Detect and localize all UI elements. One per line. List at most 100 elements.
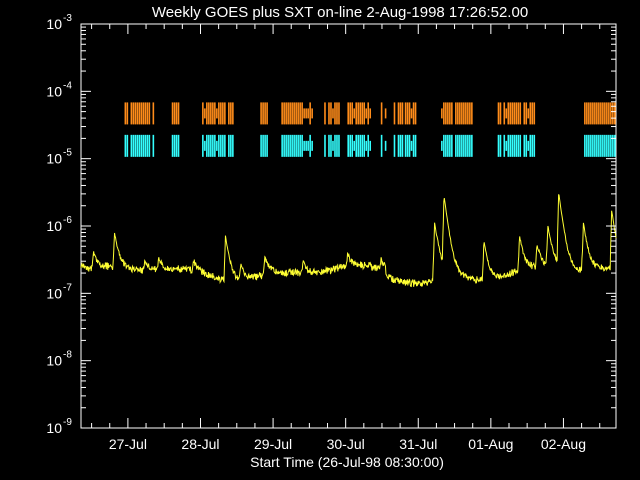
sxt-full-frame-mark [531, 102, 534, 125]
sxt-full-frame-series [124, 102, 616, 125]
sxt-full-frame-mark [447, 102, 449, 125]
sxt-full-frame-mark [311, 108, 313, 119]
sxt-full-frame-mark [517, 102, 520, 125]
sxt-partial-frame-interval [441, 134, 473, 157]
x-tick-label: 30-Jul [327, 436, 365, 452]
y-tick-exponent: -8 [63, 350, 72, 361]
sxt-partial-frame-mark [171, 134, 174, 157]
y-tick-label: 10 [46, 218, 62, 234]
sxt-partial-frame-mark [612, 134, 614, 157]
sxt-partial-frame-mark [232, 134, 234, 157]
sxt-partial-frame-mark [515, 134, 518, 157]
sxt-partial-frame-mark [369, 140, 372, 151]
x-axis-label: Start Time (26-Jul-98 08:30:00) [250, 454, 444, 470]
sxt-partial-frame-mark [586, 134, 588, 157]
sxt-full-frame-mark [204, 108, 206, 119]
sxt-full-frame-mark [260, 102, 262, 125]
sxt-full-frame-mark [604, 102, 606, 125]
sxt-full-frame-interval [584, 102, 616, 125]
x-tick-label: 28-Jul [181, 436, 219, 452]
sxt-partial-frame-mark [507, 134, 510, 157]
sxt-partial-frame-mark [332, 140, 334, 151]
sxt-partial-frame-interval [584, 134, 616, 157]
sxt-full-frame-mark [610, 102, 612, 125]
sxt-full-frame-mark [232, 102, 234, 125]
sxt-full-frame-mark [220, 102, 222, 125]
sxt-full-frame-mark [338, 102, 340, 125]
x-tick-label: 27-Jul [109, 436, 147, 452]
sxt-full-frame-mark [146, 102, 149, 125]
sxt-partial-frame-mark [338, 134, 340, 157]
sxt-partial-frame-mark [220, 134, 222, 157]
sxt-full-frame-mark [414, 102, 417, 125]
sxt-full-frame-mark [614, 102, 616, 125]
sxt-partial-frame-mark [218, 134, 220, 157]
sxt-full-frame-mark [152, 102, 155, 125]
sxt-full-frame-mark [291, 102, 293, 125]
sxt-full-frame-mark [459, 102, 461, 125]
sxt-partial-frame-mark [177, 134, 180, 157]
sxt-full-frame-interval [260, 102, 268, 125]
sxt-full-frame-mark [384, 108, 387, 119]
sxt-full-frame-mark [363, 102, 366, 125]
sxt-full-frame-interval [503, 102, 536, 125]
sxt-full-frame-mark [132, 102, 135, 125]
sxt-partial-frame-mark [509, 134, 512, 157]
sxt-full-frame-mark [465, 102, 467, 125]
sxt-full-frame-interval [347, 102, 372, 125]
sxt-partial-frame-mark [610, 134, 612, 157]
sxt-full-frame-mark [525, 102, 528, 125]
sxt-full-frame-mark [299, 102, 301, 125]
sxt-partial-frame-mark [399, 134, 402, 157]
sxt-partial-frame-interval [393, 134, 404, 157]
sxt-partial-frame-mark [465, 134, 467, 157]
sxt-partial-frame-mark [210, 134, 212, 157]
sxt-partial-frame-mark [138, 134, 141, 157]
y-tick-exponent: -5 [63, 148, 72, 159]
sxt-full-frame-mark [142, 102, 145, 125]
sxt-partial-frame-interval [260, 134, 268, 157]
sxt-partial-frame-mark [224, 134, 226, 157]
sxt-full-frame-mark [349, 102, 352, 125]
sxt-full-frame-mark [523, 102, 526, 125]
sxt-partial-frame-mark [384, 140, 387, 151]
sxt-partial-frame-mark [349, 134, 352, 157]
sxt-partial-frame-mark [604, 134, 606, 157]
sxt-full-frame-mark [397, 102, 400, 125]
sxt-full-frame-mark [144, 102, 147, 125]
sxt-full-frame-mark [336, 102, 338, 125]
sxt-partial-frame-mark [469, 134, 471, 157]
sxt-partial-frame-interval [347, 134, 372, 157]
sxt-full-frame-mark [499, 102, 502, 125]
sxt-full-frame-mark [262, 102, 264, 125]
x-tick-label: 29-Jul [254, 436, 292, 452]
sxt-full-frame-mark [455, 102, 457, 125]
sxt-full-frame-mark [594, 102, 596, 125]
sxt-full-frame-interval [324, 102, 340, 125]
sxt-full-frame-mark [177, 102, 180, 125]
sxt-partial-frame-mark [216, 140, 218, 151]
sxt-full-frame-mark [285, 102, 287, 125]
sxt-full-frame-mark [206, 102, 208, 125]
sxt-partial-frame-mark [393, 134, 396, 157]
sxt-partial-frame-mark [363, 134, 366, 157]
sxt-partial-frame-mark [202, 134, 204, 157]
sxt-full-frame-mark [598, 102, 600, 125]
sxt-partial-frame-mark [397, 134, 400, 157]
sxt-full-frame-mark [353, 108, 356, 119]
sxt-partial-frame-mark [142, 134, 145, 157]
sxt-full-frame-mark [612, 102, 614, 125]
sxt-partial-frame-mark [457, 134, 459, 157]
sxt-partial-frame-mark [132, 134, 135, 157]
sxt-partial-frame-mark [260, 134, 262, 157]
sxt-full-frame-mark [309, 102, 311, 125]
sxt-full-frame-interval [281, 102, 313, 125]
sxt-partial-frame-mark [222, 134, 224, 157]
sxt-partial-frame-mark [264, 134, 266, 157]
sxt-partial-frame-mark [287, 134, 289, 157]
sxt-full-frame-mark [140, 102, 143, 125]
sxt-partial-frame-interval [171, 134, 180, 157]
sxt-partial-frame-mark [351, 134, 354, 157]
